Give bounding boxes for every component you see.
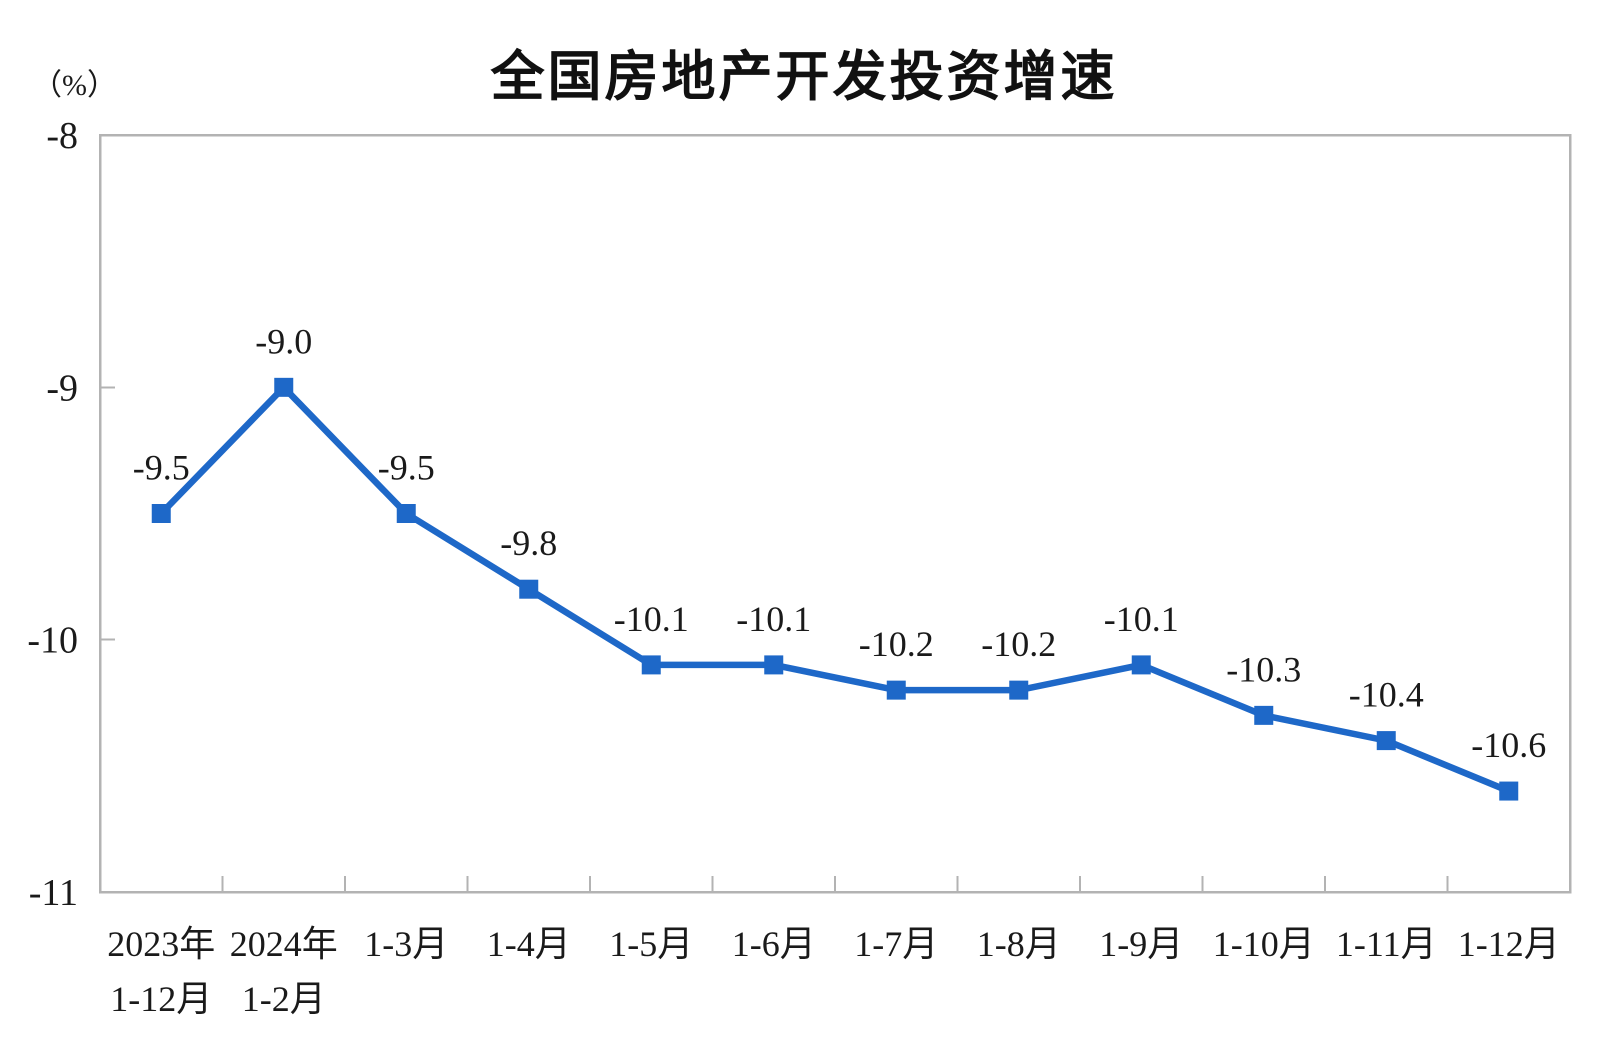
plot-border (98, 133, 1572, 894)
x-axis-category-label: 1-5月 (609, 924, 693, 964)
data-point-marker (1254, 705, 1274, 725)
x-axis-category-label: 1-6月 (732, 924, 816, 964)
x-axis-category-label: 1-10月 (1213, 924, 1315, 964)
data-point-marker (1499, 781, 1519, 801)
data-point-label: -10.2 (981, 624, 1056, 664)
data-point-label: -9.5 (378, 448, 435, 488)
data-point-marker (519, 579, 539, 599)
x-axis-category-label: 1-3月 (364, 924, 448, 964)
x-axis-category-label: 1-12月 (1458, 924, 1560, 964)
data-point-label: -9.5 (133, 448, 190, 488)
data-point-label: -10.1 (1104, 599, 1179, 639)
data-point-marker (151, 504, 171, 523)
y-axis-tick-label: -11 (29, 872, 78, 914)
x-axis-category-label: 1-9月 (1099, 924, 1183, 964)
x-axis-category-label: 2023年 1-12月 (107, 924, 215, 1019)
data-point-label: -10.6 (1471, 725, 1546, 765)
x-axis-category-label: 1-8月 (977, 924, 1061, 964)
y-axis-tick-label: -9 (46, 367, 78, 409)
data-point-label: -10.4 (1349, 675, 1424, 715)
data-series-line (158, 382, 1510, 795)
data-point-marker (764, 655, 784, 675)
data-point-label: -10.1 (736, 599, 811, 639)
data-point-marker (396, 504, 416, 523)
data-point-marker (641, 655, 661, 675)
data-point-marker (1131, 655, 1151, 675)
data-point-marker (274, 377, 294, 397)
data-point-marker (886, 680, 906, 700)
data-point-label: -9.8 (500, 523, 557, 563)
data-point-label: -9.0 (255, 321, 312, 361)
y-axis-unit-label: （%） (32, 69, 117, 102)
y-axis-tick-label: -8 (46, 115, 78, 157)
y-axis-tick-label: -10 (27, 620, 78, 662)
data-point-marker (1009, 680, 1029, 700)
data-point-label: -10.2 (859, 624, 934, 664)
data-point-label: -10.3 (1226, 649, 1301, 689)
chart-title: 全国房地产开发投资增速 (490, 47, 1118, 107)
data-point-label: -10.1 (614, 599, 689, 639)
x-axis-category-label: 1-7月 (854, 924, 938, 964)
x-axis-category-label: 2024年 1-2月 (230, 924, 338, 1019)
data-point-marker (1376, 731, 1396, 751)
x-axis-category-label: 1-4月 (487, 924, 571, 964)
x-axis-category-label: 1-11月 (1336, 924, 1437, 964)
